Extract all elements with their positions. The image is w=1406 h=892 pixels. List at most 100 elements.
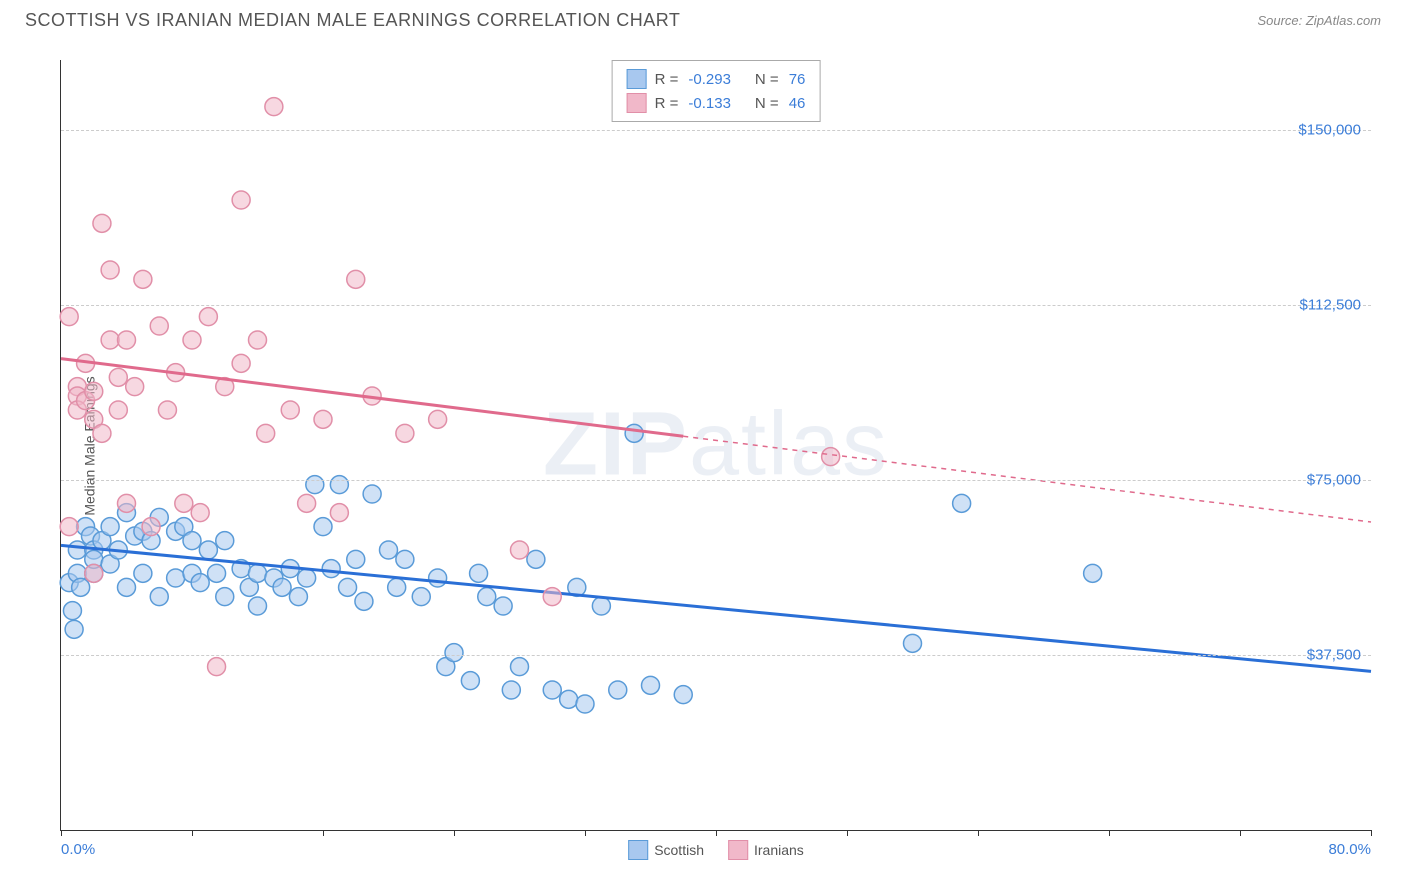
legend-item: Scottish [628, 840, 704, 860]
data-point [478, 588, 496, 606]
data-point [175, 494, 193, 512]
data-point [150, 317, 168, 335]
data-point [85, 382, 103, 400]
data-point [191, 504, 209, 522]
grid-line [61, 655, 1371, 656]
data-point [232, 191, 250, 209]
data-point [85, 564, 103, 582]
legend: Scottish Iranians [628, 840, 804, 860]
stat-r-value: -0.133 [688, 95, 731, 112]
data-point [60, 308, 78, 326]
data-point [822, 448, 840, 466]
data-point [511, 658, 529, 676]
x-tick [192, 830, 193, 836]
stat-r-label: R = [655, 71, 679, 88]
stat-r-value: -0.293 [688, 71, 731, 88]
correlation-stats-box: R =-0.293N =76R =-0.133N =46 [612, 60, 821, 122]
data-point [249, 564, 267, 582]
data-point [306, 476, 324, 494]
data-point [65, 620, 83, 638]
y-tick-label: $37,500 [1307, 647, 1361, 664]
data-point [502, 681, 520, 699]
legend-label: Iranians [754, 842, 804, 858]
data-point [543, 681, 561, 699]
x-tick-label: 80.0% [1328, 841, 1371, 858]
data-point [298, 569, 316, 587]
data-point [273, 578, 291, 596]
data-point [68, 541, 86, 559]
data-point [199, 541, 217, 559]
data-point [314, 518, 332, 536]
data-point [1084, 564, 1102, 582]
data-point [72, 578, 90, 596]
data-point [412, 588, 430, 606]
data-point [191, 574, 209, 592]
data-point [576, 695, 594, 713]
x-tick [1240, 830, 1241, 836]
legend-label: Scottish [654, 842, 704, 858]
x-tick [585, 830, 586, 836]
data-point [93, 424, 111, 442]
data-point [355, 592, 373, 610]
data-point [625, 424, 643, 442]
data-point [208, 658, 226, 676]
grid-line [61, 480, 1371, 481]
y-tick-label: $75,000 [1307, 472, 1361, 489]
data-point [199, 308, 217, 326]
x-tick [323, 830, 324, 836]
data-point [396, 550, 414, 568]
x-tick [61, 830, 62, 836]
stat-n-value: 46 [789, 95, 806, 112]
legend-item: Iranians [728, 840, 804, 860]
data-point [429, 410, 447, 428]
data-point [609, 681, 627, 699]
data-point [183, 532, 201, 550]
chart-header: SCOTTISH VS IRANIAN MEDIAN MALE EARNINGS… [0, 0, 1406, 36]
stats-row: R =-0.133N =46 [627, 91, 806, 115]
data-point [527, 550, 545, 568]
stat-r-label: R = [655, 95, 679, 112]
data-point [388, 578, 406, 596]
data-point [347, 270, 365, 288]
chart-source: Source: ZipAtlas.com [1257, 13, 1381, 28]
x-tick [1371, 830, 1372, 836]
data-point [118, 331, 136, 349]
data-point [167, 569, 185, 587]
chart-area: ZIPatlas R =-0.293N =76R =-0.133N =46 Sc… [60, 60, 1371, 831]
data-point [494, 597, 512, 615]
x-tick [716, 830, 717, 836]
data-point [314, 410, 332, 428]
data-point [249, 331, 267, 349]
data-point [101, 518, 119, 536]
data-point [249, 597, 267, 615]
stats-row: R =-0.293N =76 [627, 67, 806, 91]
data-point [265, 98, 283, 116]
data-point [216, 588, 234, 606]
y-tick-label: $150,000 [1298, 122, 1361, 139]
data-point [298, 494, 316, 512]
data-point [380, 541, 398, 559]
data-point [126, 378, 144, 396]
data-point [674, 686, 692, 704]
data-point [216, 532, 234, 550]
data-point [118, 578, 136, 596]
data-point [592, 597, 610, 615]
data-point [429, 569, 447, 587]
data-point [101, 261, 119, 279]
data-point [208, 564, 226, 582]
chart-title: SCOTTISH VS IRANIAN MEDIAN MALE EARNINGS… [25, 10, 680, 31]
data-point [60, 518, 78, 536]
data-point [396, 424, 414, 442]
data-point [560, 690, 578, 708]
data-point [904, 634, 922, 652]
data-point [118, 494, 136, 512]
data-point [470, 564, 488, 582]
legend-swatch [627, 69, 647, 89]
data-point [322, 560, 340, 578]
data-point [347, 550, 365, 568]
data-point [63, 602, 81, 620]
stat-n-label: N = [755, 71, 779, 88]
y-tick-label: $112,500 [1300, 297, 1361, 314]
data-point [642, 676, 660, 694]
x-tick-label: 0.0% [61, 841, 95, 858]
